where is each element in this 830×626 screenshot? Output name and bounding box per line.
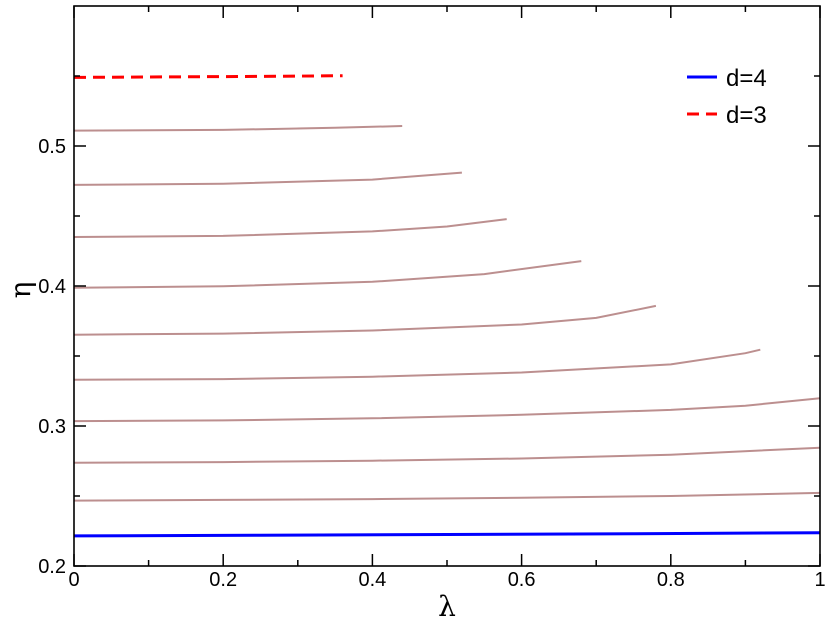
x-tick-label: 0.4: [358, 569, 386, 591]
x-tick-label: 0: [68, 569, 79, 591]
y-axis-title: η: [4, 282, 37, 299]
y-tick-label: 0.2: [38, 556, 66, 578]
series-line-0: [73, 531, 821, 538]
series-line-4: [73, 397, 821, 423]
series-line-2: [73, 491, 821, 502]
x-tick-label: 0.8: [657, 569, 685, 591]
series-line-6: [73, 304, 657, 336]
series-line-5: [73, 348, 761, 381]
series-line-8: [73, 218, 507, 238]
x-tick-label: 0.2: [209, 569, 237, 591]
y-tick-label: 0.5: [38, 136, 66, 158]
series-line-9: [73, 171, 462, 186]
x-tick-label: 1: [814, 569, 825, 591]
legend: d=4d=3: [687, 65, 767, 129]
legend-label: d=3: [726, 102, 767, 129]
x-tick-label: 0.6: [508, 569, 536, 591]
y-tick-label: 0.3: [38, 416, 66, 438]
x-axis-title: λ: [438, 590, 456, 623]
y-axis: 0.2 0.3 0.4 0.5: [38, 75, 820, 578]
series-line-1: [73, 74, 343, 79]
x-axis: 0 0.2 0.4 0.6 0.8 1: [68, 6, 826, 591]
legend-label: d=4: [726, 65, 767, 92]
series-layer: [73, 74, 821, 538]
series-line-7: [73, 260, 582, 289]
y-tick-label: 0.4: [38, 276, 66, 298]
series-line-10: [73, 125, 403, 132]
series-line-3: [73, 446, 821, 464]
